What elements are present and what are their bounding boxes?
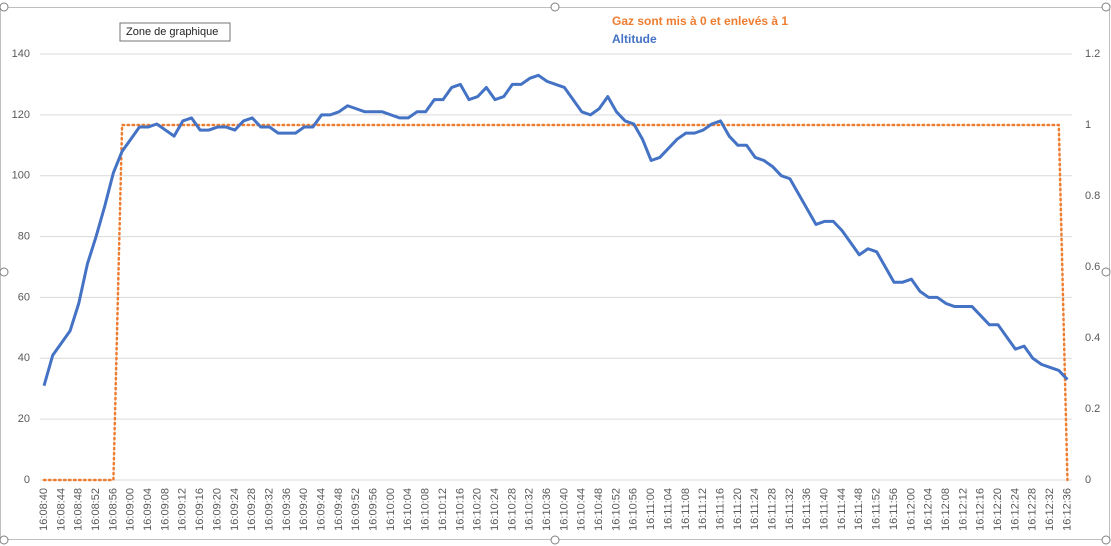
y-tick-label: 120 <box>12 109 30 121</box>
x-tick-label: 16:10:20 <box>472 488 484 531</box>
x-tick-label: 16:11:00 <box>645 488 657 530</box>
y-tick-label: 60 <box>18 291 30 303</box>
y-tick-label: 100 <box>12 170 30 182</box>
x-tick-label: 16:10:28 <box>506 488 518 531</box>
x-tick-label: 16:10:56 <box>628 488 640 531</box>
y-tick-label: 80 <box>18 230 30 242</box>
x-tick-label: 16:08:52 <box>90 488 102 531</box>
y2-tick-label: 0 <box>1085 474 1091 486</box>
legend-entry: Gaz sont mis à 0 et enlevés à 1 <box>612 14 788 28</box>
x-tick-label: 16:09:20 <box>211 488 223 531</box>
x-tick-label: 16:09:40 <box>298 488 310 531</box>
x-tick-label: 16:11:44 <box>836 488 848 530</box>
x-tick-label: 16:12:12 <box>957 488 969 531</box>
x-tick-label: 16:10:08 <box>420 488 432 531</box>
x-tick-label: 16:11:24 <box>749 488 761 530</box>
x-tick-label: 16:09:56 <box>368 488 380 531</box>
y2-tick-label: 0.8 <box>1085 190 1100 202</box>
y2-tick-label: 0.6 <box>1085 261 1100 273</box>
x-tick-label: 16:12:32 <box>1044 488 1056 531</box>
x-tick-label: 16:10:12 <box>437 488 449 531</box>
x-tick-label: 16:11:40 <box>819 488 831 530</box>
x-tick-label: 16:12:20 <box>992 488 1004 531</box>
x-tick-label: 16:10:32 <box>524 488 536 531</box>
x-tick-label: 16:09:00 <box>125 488 137 531</box>
y2-tick-label: 1.2 <box>1085 48 1100 60</box>
x-tick-label: 16:11:08 <box>680 488 692 530</box>
x-tick-label: 16:09:24 <box>229 488 241 531</box>
x-tick-label: 16:12:16 <box>975 488 987 531</box>
x-tick-label: 16:11:20 <box>732 488 744 530</box>
x-tick-label: 16:11:04 <box>662 488 674 530</box>
tooltip-box <box>119 22 231 42</box>
x-tick-label: 16:10:00 <box>385 488 397 531</box>
x-tick-label: 16:10:44 <box>576 488 588 531</box>
x-tick-label: 16:12:24 <box>1009 488 1021 531</box>
x-tick-label: 16:10:24 <box>489 488 501 531</box>
y2-tick-label: 0.4 <box>1085 332 1100 344</box>
y2-tick-label: 1 <box>1085 119 1091 131</box>
x-tick-label: 16:11:12 <box>697 488 709 530</box>
x-tick-label: 16:11:56 <box>888 488 900 530</box>
tooltip: Zone de graphique <box>126 26 218 38</box>
x-tick-label: 16:12:00 <box>905 488 917 531</box>
y-tick-label: 0 <box>24 474 30 486</box>
x-tick-label: 16:12:36 <box>1061 488 1073 531</box>
x-tick-label: 16:10:36 <box>541 488 553 531</box>
x-tick-label: 16:08:56 <box>107 488 119 531</box>
legend-entry: Altitude <box>612 32 657 46</box>
x-tick-label: 16:08:44 <box>55 488 67 531</box>
x-tick-label: 16:09:36 <box>281 488 293 531</box>
x-tick-label: 16:11:32 <box>784 488 796 530</box>
y-tick-label: 140 <box>12 48 30 60</box>
x-tick-label: 16:09:52 <box>350 488 362 531</box>
x-tick-label: 16:12:28 <box>1027 488 1039 531</box>
x-tick-label: 16:09:48 <box>333 488 345 531</box>
x-tick-label: 16:11:52 <box>871 488 883 530</box>
x-tick-label: 16:11:36 <box>801 488 813 530</box>
series-line <box>42 123 1069 482</box>
x-tick-label: 16:10:52 <box>610 488 622 531</box>
x-tick-label: 16:08:48 <box>73 488 85 531</box>
x-tick-label: 16:11:28 <box>766 488 778 530</box>
chart-area <box>0 7 1110 540</box>
x-tick-label: 16:10:04 <box>402 488 414 531</box>
x-tick-label: 16:10:40 <box>558 488 570 531</box>
x-tick-label: 16:09:16 <box>194 488 206 531</box>
x-tick-label: 16:10:48 <box>593 488 605 531</box>
x-tick-label: 16:08:40 <box>38 488 50 531</box>
x-tick-label: 16:11:16 <box>714 488 726 530</box>
x-tick-label: 16:09:08 <box>159 488 171 531</box>
x-tick-label: 16:09:32 <box>263 488 275 531</box>
x-tick-label: 16:11:48 <box>853 488 865 530</box>
y-tick-label: 40 <box>18 352 30 364</box>
x-tick-label: 16:12:04 <box>923 488 935 531</box>
series-line <box>42 73 1069 387</box>
x-tick-label: 16:09:28 <box>246 488 258 531</box>
y2-tick-label: 0.2 <box>1085 403 1100 415</box>
x-tick-label: 16:09:12 <box>177 488 189 531</box>
x-tick-label: 16:10:16 <box>454 488 466 531</box>
x-tick-label: 16:12:08 <box>940 488 952 531</box>
y-tick-label: 20 <box>18 413 30 425</box>
x-tick-label: 16:09:44 <box>315 488 327 531</box>
x-tick-label: 16:09:04 <box>142 488 154 531</box>
